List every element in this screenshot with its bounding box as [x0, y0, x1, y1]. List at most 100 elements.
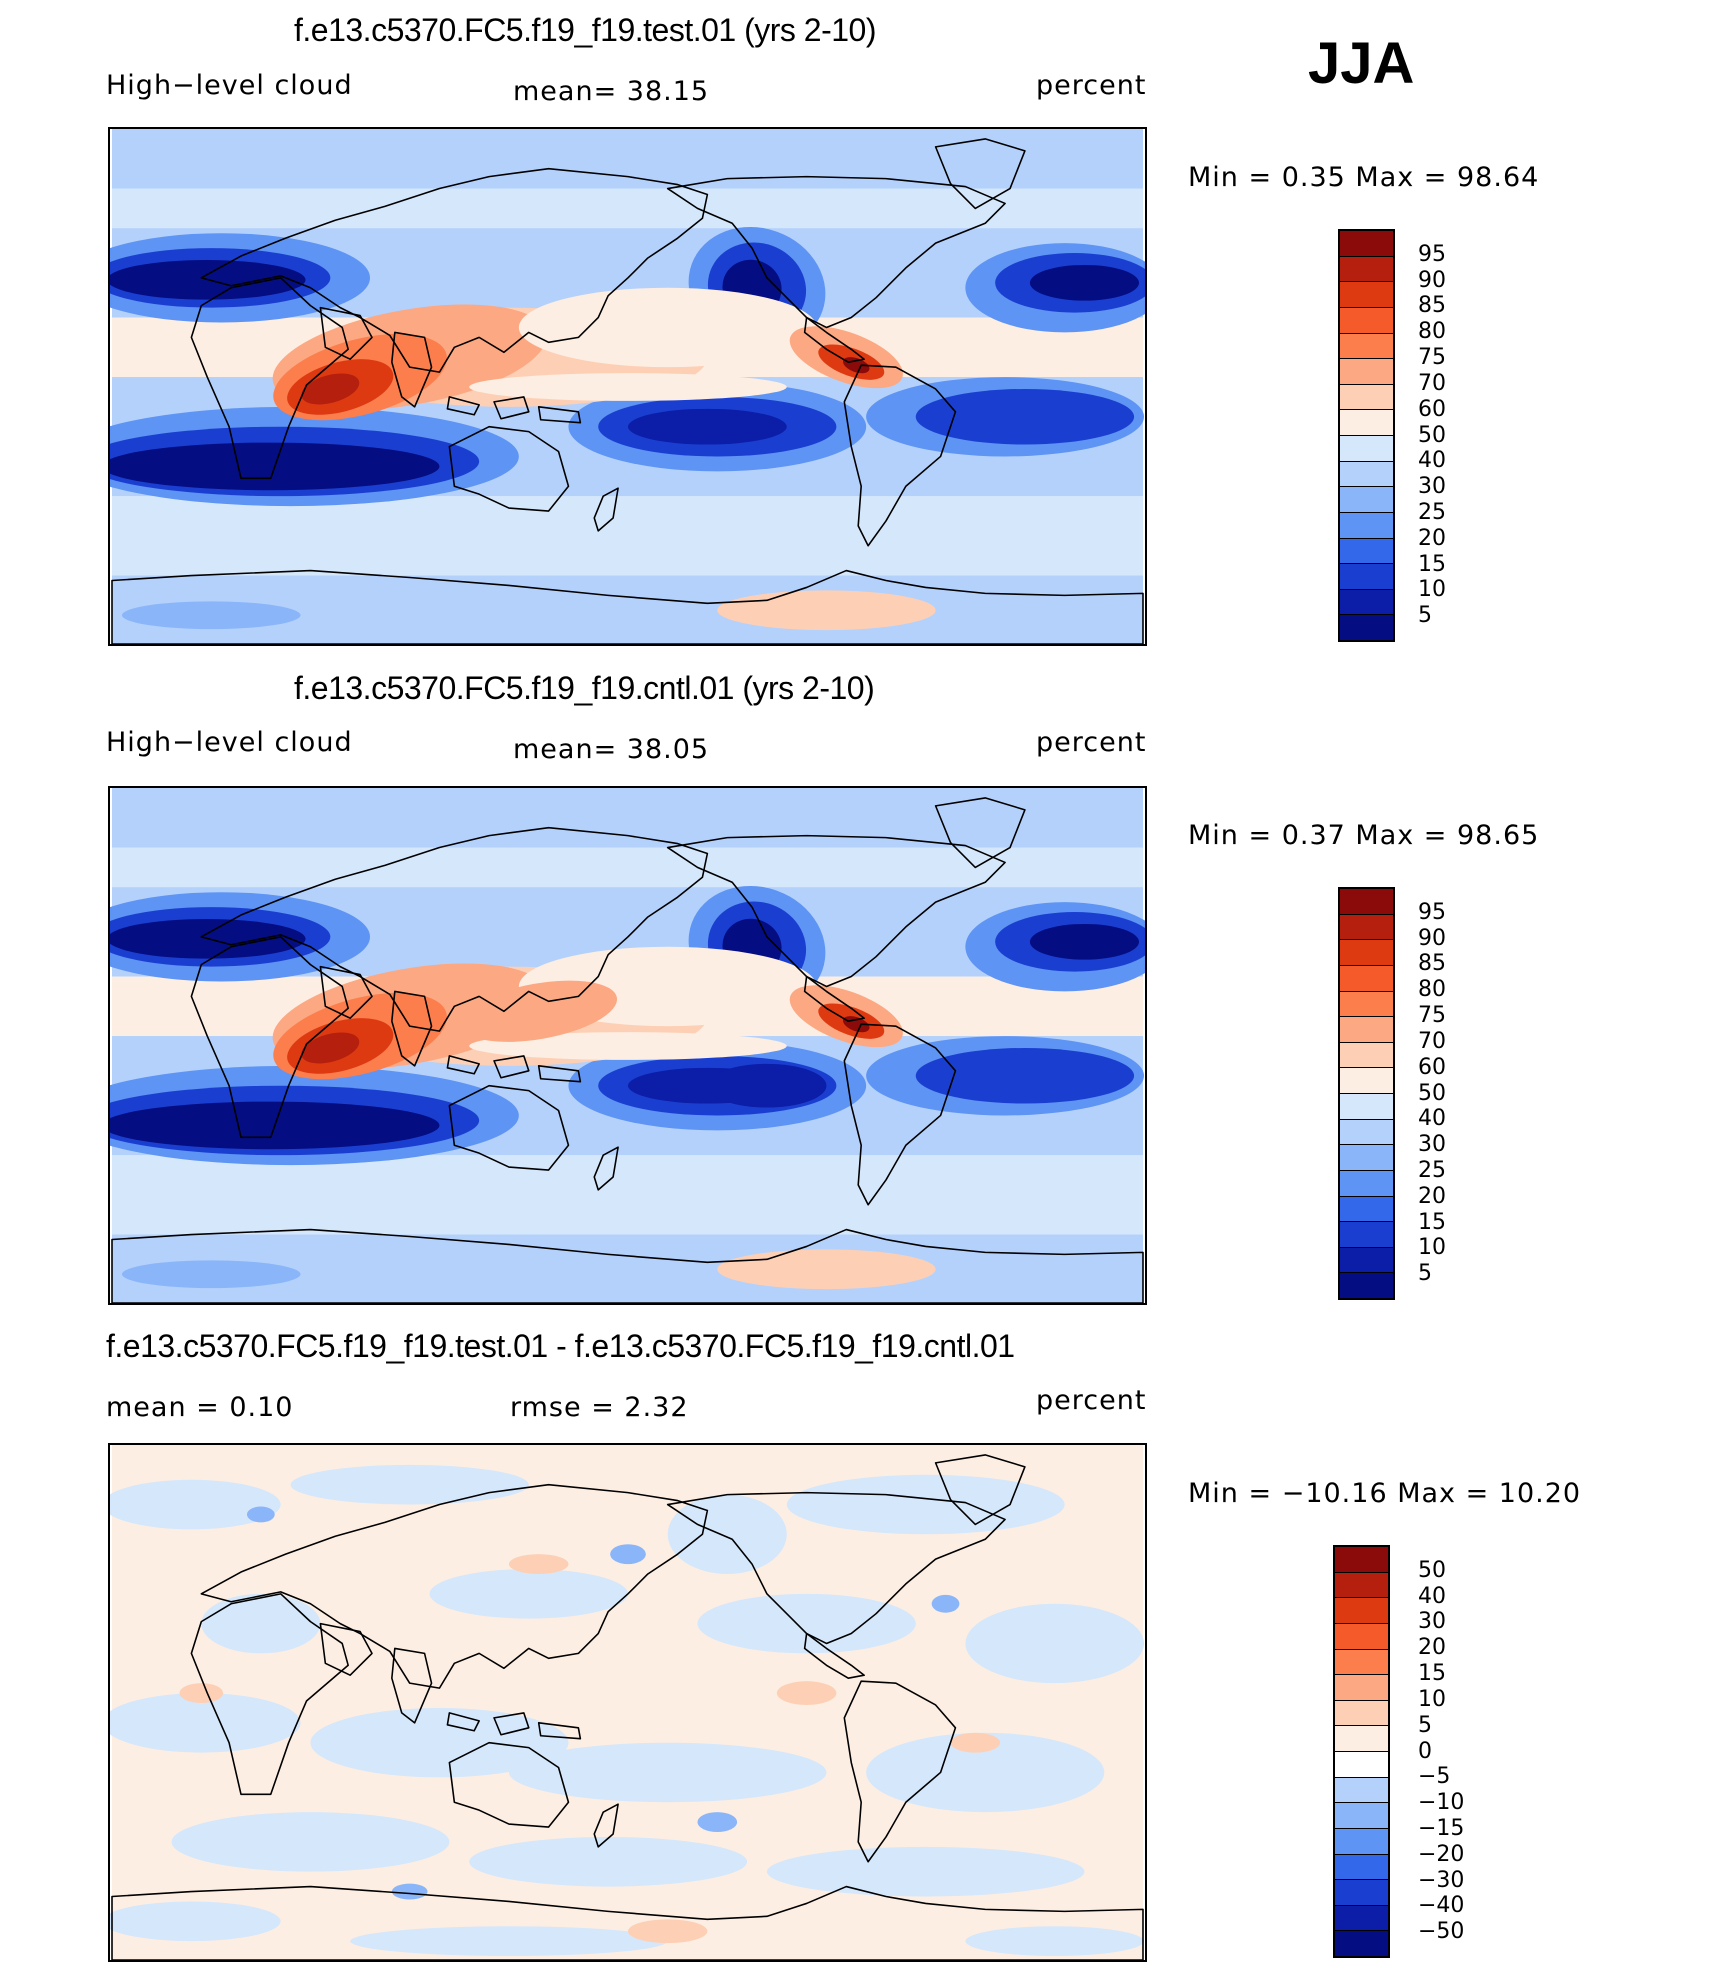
colorbar-swatch — [1340, 384, 1393, 411]
colorbar-tick-label: −15 — [1418, 1815, 1465, 1841]
colorbar-tick-label: 85 — [1418, 951, 1446, 977]
colorbar-swatch — [1340, 589, 1393, 616]
colorbar-swatch — [1340, 436, 1393, 462]
colorbar-tick-label: −20 — [1418, 1841, 1465, 1867]
colorbar-swatch — [1340, 1247, 1393, 1274]
colorbar-tick-label: 30 — [1418, 474, 1446, 500]
colorbar-tick-label: 80 — [1418, 977, 1446, 1003]
colorbar-swatch — [1335, 1649, 1388, 1676]
colorbar-tick-label: 80 — [1418, 319, 1446, 345]
panel-3-minmax: Min = −10.16 Max = 10.20 — [1188, 1478, 1582, 1509]
colorbar-tick-label: −50 — [1418, 1919, 1465, 1945]
colorbar-tick-label: 15 — [1418, 1209, 1446, 1235]
colorbar-tick-label: 10 — [1418, 1235, 1446, 1261]
colorbar-swatch — [1340, 564, 1393, 590]
panel-3-map — [108, 1443, 1147, 1962]
colorbar-tick-label: 60 — [1418, 396, 1446, 422]
colorbar-swatch — [1335, 1752, 1388, 1778]
colorbar-tick-label: 5 — [1418, 603, 1432, 629]
colorbar-tick-label: 75 — [1418, 345, 1446, 371]
colorbar-swatch — [1340, 1094, 1393, 1120]
colorbar-tick-label: 15 — [1418, 1661, 1446, 1687]
colorbar-tick-label: 50 — [1418, 1080, 1446, 1106]
colorbar-swatch — [1340, 914, 1393, 941]
colorbar-swatch — [1340, 940, 1393, 966]
colorbar-swatch — [1335, 1572, 1388, 1599]
colorbar-tick-label: −40 — [1418, 1893, 1465, 1919]
colorbar-tick-label: 30 — [1418, 1132, 1446, 1158]
colorbar-tick-label: 0 — [1418, 1738, 1432, 1764]
colorbar-tick-label: 30 — [1418, 1609, 1446, 1635]
colorbar-tick-label: 85 — [1418, 293, 1446, 319]
colorbar-swatch — [1340, 1145, 1393, 1171]
colorbar-swatch — [1340, 1119, 1393, 1146]
panel-1-map — [108, 127, 1147, 646]
panel-1-minmax: Min = 0.35 Max = 98.64 — [1188, 162, 1540, 193]
colorbar-tick-label: 75 — [1418, 1003, 1446, 1029]
colorbar-swatch — [1340, 282, 1393, 308]
panel-3-colorbar — [1333, 1545, 1390, 1958]
panel-2-colorbar — [1338, 887, 1395, 1300]
panel-2-minmax: Min = 0.37 Max = 98.65 — [1188, 820, 1540, 851]
colorbar-swatch — [1340, 1170, 1393, 1197]
colorbar-tick-label: 90 — [1418, 267, 1446, 293]
panel-1-title: f.e13.c5370.FC5.f19_f19.test.01 (yrs 2-1… — [294, 12, 877, 48]
panel-2-mean-label: mean= 38.05 — [513, 734, 710, 765]
colorbar-swatch — [1340, 991, 1393, 1018]
colorbar-tick-label: 60 — [1418, 1054, 1446, 1080]
colorbar-swatch — [1335, 1828, 1388, 1855]
colorbar-tick-label: 15 — [1418, 551, 1446, 577]
colorbar-tick-label: 10 — [1418, 577, 1446, 603]
colorbar-swatch — [1335, 1905, 1388, 1932]
season-label: JJA — [1308, 31, 1415, 96]
colorbar-tick-label: 50 — [1418, 422, 1446, 448]
panel-2-variable-label: High−level cloud — [106, 727, 353, 758]
panel-3-rmse-label: rmse = 2.32 — [510, 1392, 689, 1423]
colorbar-swatch — [1335, 1777, 1388, 1804]
colorbar-swatch — [1340, 256, 1393, 283]
colorbar-swatch — [1340, 1042, 1393, 1069]
colorbar-swatch — [1340, 1068, 1393, 1094]
panel-2-title: f.e13.c5370.FC5.f19_f19.cntl.01 (yrs 2-1… — [294, 670, 875, 706]
colorbar-tick-label: −10 — [1418, 1790, 1465, 1816]
colorbar-tick-label: 20 — [1418, 1635, 1446, 1661]
colorbar-tick-label: −30 — [1418, 1867, 1465, 1893]
colorbar-swatch — [1340, 333, 1393, 360]
colorbar-swatch — [1335, 1598, 1388, 1624]
colorbar-swatch — [1335, 1803, 1388, 1829]
colorbar-tick-label: 10 — [1418, 1686, 1446, 1712]
colorbar-tick-label: 20 — [1418, 1183, 1446, 1209]
colorbar-swatch — [1340, 307, 1393, 334]
colorbar-tick-label: 5 — [1418, 1261, 1432, 1287]
colorbar-swatch — [1340, 512, 1393, 539]
colorbar-tick-label: 50 — [1418, 1557, 1446, 1583]
colorbar-swatch — [1340, 461, 1393, 488]
panel-3-mean-label: mean = 0.10 — [106, 1392, 294, 1423]
colorbar-tick-label: 70 — [1418, 1028, 1446, 1054]
colorbar-swatch — [1335, 1726, 1388, 1752]
colorbar-swatch — [1340, 965, 1393, 992]
colorbar-swatch — [1340, 487, 1393, 513]
panel-2-units-label: percent — [1036, 727, 1147, 758]
panel-1-units-label: percent — [1036, 70, 1147, 101]
colorbar-tick-label: 20 — [1418, 525, 1446, 551]
panel-3-title: f.e13.c5370.FC5.f19_f19.test.01 - f.e13.… — [106, 1328, 1015, 1364]
panel-2-map — [108, 786, 1147, 1305]
colorbar-swatch — [1340, 1273, 1393, 1298]
colorbar-swatch — [1335, 1854, 1388, 1881]
panel-1-colorbar — [1338, 229, 1395, 642]
panel-3-units-label: percent — [1036, 1385, 1147, 1416]
colorbar-tick-label: 95 — [1418, 899, 1446, 925]
colorbar-swatch — [1340, 1196, 1393, 1223]
colorbar-tick-label: 40 — [1418, 1583, 1446, 1609]
colorbar-swatch — [1340, 1017, 1393, 1043]
colorbar-swatch — [1335, 1547, 1388, 1573]
colorbar-swatch — [1340, 538, 1393, 565]
colorbar-swatch — [1335, 1931, 1388, 1956]
colorbar-swatch — [1340, 889, 1393, 915]
colorbar-swatch — [1340, 231, 1393, 257]
colorbar-tick-label: −5 — [1418, 1764, 1451, 1790]
colorbar-tick-label: 40 — [1418, 448, 1446, 474]
colorbar-tick-label: 70 — [1418, 370, 1446, 396]
panel-1-variable-label: High−level cloud — [106, 70, 353, 101]
